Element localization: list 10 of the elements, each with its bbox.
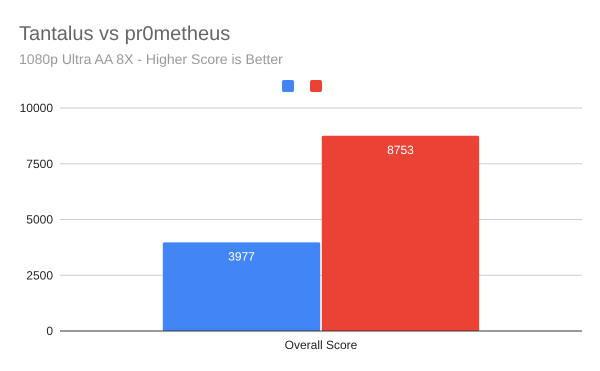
y-tick-label: 7500 (26, 156, 54, 171)
y-tick-label: 0 (46, 324, 54, 338)
x-tick-label: Overall Score (284, 338, 358, 352)
data-label: 3977 (228, 249, 256, 264)
y-tick-label: 5000 (26, 212, 54, 226)
chart-title: Tantalus vs pr0metheus (19, 23, 230, 45)
y-tick-label: 10000 (20, 101, 54, 115)
data-label: 8753 (387, 142, 414, 157)
chart-subtitle: 1080p Ultra AA 8X - Higher Score is Better (19, 51, 284, 67)
y-tick-label: 2500 (26, 268, 54, 282)
